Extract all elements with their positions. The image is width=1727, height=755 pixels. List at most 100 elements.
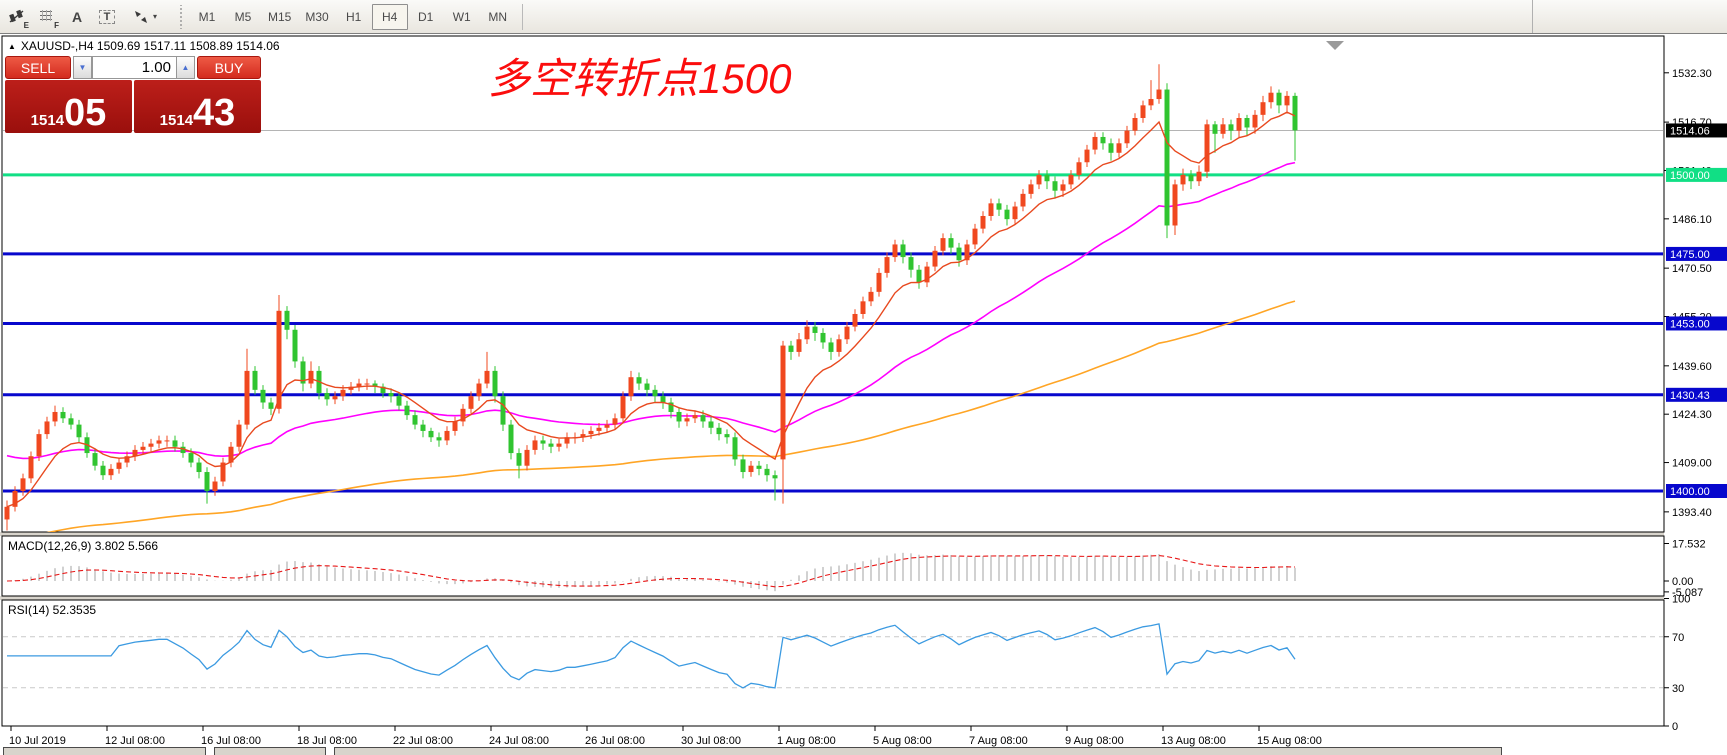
time-axis-label: 26 Jul 08:00 — [585, 735, 645, 747]
price-axis-label: 1532.30 — [1672, 68, 1712, 80]
toolbar-drag-handle[interactable] — [178, 4, 183, 29]
current-price-badge — [1666, 123, 1727, 138]
candle — [620, 396, 626, 419]
candle — [1108, 143, 1114, 153]
timeframe-button-M30[interactable]: M30 — [305, 9, 329, 24]
candle — [260, 389, 266, 403]
chart-canvas[interactable]: 1532.301516.701501.401486.101470.501455.… — [0, 34, 1727, 754]
ma-fast-line — [6, 111, 1296, 508]
volume-decrease-button[interactable]: ▼ — [73, 56, 92, 79]
volume-input[interactable] — [92, 56, 176, 79]
time-axis-label: 12 Jul 08:00 — [105, 735, 165, 747]
pane-splitter[interactable] — [0, 532, 1664, 536]
candle — [468, 396, 474, 409]
time-axis-label: 24 Jul 08:00 — [489, 735, 549, 747]
buy-button[interactable]: BUY — [197, 56, 261, 79]
candle — [284, 310, 290, 330]
timeframe-button-H4[interactable]: H4 — [371, 3, 408, 30]
timeframe-button-D1[interactable]: D1 — [418, 9, 434, 24]
sell-button[interactable]: SELL — [5, 56, 71, 79]
candle — [68, 418, 74, 425]
candle — [1092, 136, 1098, 150]
candle — [724, 434, 730, 438]
volume-increase-button[interactable]: ▲ — [176, 56, 195, 79]
bottom-tab[interactable] — [214, 747, 326, 755]
macd-pane[interactable] — [1, 535, 1665, 597]
time-axis-label: 15 Aug 08:00 — [1257, 735, 1322, 747]
timeframe-button-W1[interactable]: W1 — [452, 9, 471, 24]
price-axis-label: 1409.00 — [1672, 458, 1712, 470]
rsi-axis-label: 100 — [1672, 594, 1690, 606]
macd-axis-label: 17.532 — [1672, 538, 1706, 550]
rsi-pane[interactable] — [1, 599, 1665, 727]
price-axis-label: 1486.10 — [1672, 214, 1712, 226]
price-level-badge — [1666, 246, 1727, 261]
candle — [252, 370, 258, 390]
time-axis-label: 1 Aug 08:00 — [777, 735, 836, 747]
candle — [604, 424, 610, 428]
price-level-badge — [1666, 387, 1727, 402]
time-axis-label: 22 Jul 08:00 — [393, 735, 453, 747]
candle — [220, 462, 226, 482]
timeframe-button-H1[interactable]: H1 — [346, 9, 362, 24]
candle — [164, 440, 170, 442]
candle — [852, 313, 858, 327]
candle — [180, 446, 186, 454]
candle — [988, 203, 994, 216]
indicators-icon-sub: E — [23, 20, 29, 30]
candle — [836, 339, 842, 352]
candle — [100, 465, 106, 476]
candle — [244, 370, 250, 425]
candle — [1292, 95, 1298, 131]
candle — [36, 434, 42, 457]
timeframe-button-M1[interactable]: M1 — [198, 9, 216, 24]
candle — [740, 459, 746, 473]
timeframe-button-MN[interactable]: MN — [488, 9, 508, 24]
indicators-icon[interactable]: E — [4, 4, 30, 30]
candle — [644, 383, 650, 390]
bid-price-prefix: 1514 — [30, 112, 65, 129]
main-chart-pane[interactable] — [1, 35, 1665, 533]
text-label-icon[interactable]: A — [71, 8, 83, 25]
candle — [500, 396, 506, 425]
chart-text-annotation[interactable]: 多空转折点1500 — [488, 55, 792, 102]
candle — [908, 257, 914, 270]
one-click-trading-widget: SELL ▼ ▲ BUY 1514 05 1514 43 — [5, 56, 261, 134]
candle — [516, 453, 522, 466]
bottom-tab[interactable] — [334, 747, 1502, 755]
collapse-arrow-icon[interactable]: ▲ — [8, 41, 16, 51]
ask-price-big: 43 — [193, 92, 236, 134]
objects-icon[interactable]: ▾ — [124, 4, 164, 30]
scroll-to-latest-marker[interactable] — [1326, 41, 1344, 50]
bottom-tab[interactable] — [3, 747, 206, 755]
candle — [1076, 162, 1082, 175]
time-axis-label: 7 Aug 08:00 — [969, 735, 1028, 747]
ma-mid-line — [6, 161, 1296, 460]
candle — [1012, 206, 1018, 220]
grid-icon-sub: F — [54, 20, 59, 30]
candle — [580, 434, 586, 438]
candle — [508, 424, 514, 454]
price-level-badge-text: 1430.43 — [1670, 390, 1710, 402]
time-axis-label: 18 Jul 08:00 — [297, 735, 357, 747]
price-level-badge — [1666, 316, 1727, 331]
candle — [412, 415, 418, 425]
timeframe-button-M15[interactable]: M15 — [268, 9, 292, 24]
candle — [764, 468, 770, 476]
symbol-ohlc-text: XAUUSD-,H4 1509.69 1517.11 1508.89 1514.… — [20, 39, 280, 53]
textbox-icon[interactable]: T — [94, 4, 120, 30]
candle — [308, 370, 314, 384]
time-axis-label: 16 Jul 08:00 — [201, 735, 261, 747]
candle — [636, 377, 642, 384]
candle — [44, 421, 50, 435]
grid-icon[interactable]: F — [34, 4, 60, 30]
candle — [868, 291, 874, 302]
rsi-pane-label: RSI(14) 52.3535 — [8, 603, 97, 617]
rsi-axis-label: 30 — [1672, 683, 1684, 695]
candle — [828, 342, 834, 352]
pane-splitter[interactable] — [0, 596, 1664, 600]
timeframe-button-M5[interactable]: M5 — [234, 9, 252, 24]
candle — [820, 332, 826, 343]
bid-price-display: 1514 05 — [5, 80, 132, 134]
rsi-pane-content — [3, 623, 1663, 689]
